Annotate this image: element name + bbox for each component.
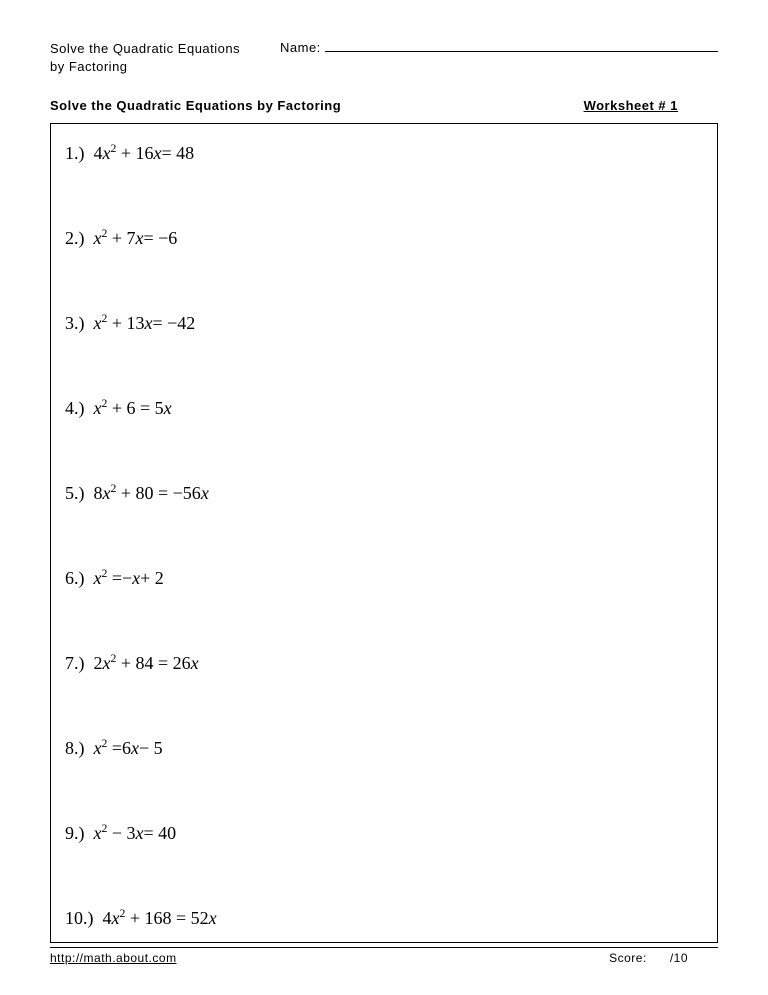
- problem-equation: 8x2 + 80 = −56x: [94, 483, 209, 503]
- header-row: Solve the Quadratic Equations by Factori…: [50, 40, 718, 76]
- name-line: [325, 40, 718, 52]
- title-line1: Solve the Quadratic Equations: [50, 41, 240, 56]
- problem-number: 7.): [65, 653, 85, 673]
- problem-equation: x2 + 7x= −6: [94, 228, 178, 248]
- problem-5: 5.) 8x2 + 80 = −56x: [65, 482, 703, 504]
- problem-8: 8.) x2 =6x− 5: [65, 737, 703, 759]
- footer-row: http://math.about.com Score: /10: [50, 947, 718, 965]
- subheader-row: Solve the Quadratic Equations by Factori…: [50, 98, 718, 113]
- problem-number: 9.): [65, 823, 85, 843]
- problem-number: 3.): [65, 313, 85, 333]
- problem-equation: x2 + 13x= −42: [94, 313, 196, 333]
- worksheet-page: Solve the Quadratic Equations by Factori…: [0, 0, 768, 995]
- problem-7: 7.) 2x2 + 84 = 26x: [65, 652, 703, 674]
- subheader-left: Solve the Quadratic Equations by Factori…: [50, 98, 341, 113]
- problem-10: 10.) 4x2 + 168 = 52x: [65, 907, 703, 929]
- problem-equation: x2 − 3x= 40: [94, 823, 177, 843]
- footer-score: Score: /10: [609, 951, 718, 965]
- problem-number: 8.): [65, 738, 85, 758]
- name-block: Name:: [280, 40, 718, 55]
- title-line2: by Factoring: [50, 59, 128, 74]
- problem-number: 5.): [65, 483, 85, 503]
- problem-equation: 4x2 + 16x= 48: [94, 143, 195, 163]
- problem-3: 3.) x2 + 13x= −42: [65, 312, 703, 334]
- problem-6: 6.) x2 =−x+ 2: [65, 567, 703, 589]
- problem-4: 4.) x2 + 6 = 5x: [65, 397, 703, 419]
- problem-2: 2.) x2 + 7x= −6: [65, 227, 703, 249]
- problem-number: 1.): [65, 143, 85, 163]
- problem-1: 1.) 4x2 + 16x= 48: [65, 142, 703, 164]
- problem-equation: x2 =6x− 5: [94, 738, 163, 758]
- problem-equation: x2 =−x+ 2: [94, 568, 164, 588]
- footer-link[interactable]: http://math.about.com: [50, 951, 177, 965]
- score-label: Score:: [609, 951, 647, 965]
- problems-box: 1.) 4x2 + 16x= 48 2.) x2 + 7x= −6 3.) x2…: [50, 123, 718, 943]
- subheader-right: Worksheet # 1: [584, 98, 718, 113]
- problem-number: 6.): [65, 568, 85, 588]
- problem-number: 10.): [65, 908, 94, 928]
- score-total: /10: [670, 951, 688, 965]
- problem-equation: 2x2 + 84 = 26x: [94, 653, 199, 673]
- header-title: Solve the Quadratic Equations by Factori…: [50, 40, 280, 76]
- problem-number: 2.): [65, 228, 85, 248]
- problem-number: 4.): [65, 398, 85, 418]
- problem-equation: 4x2 + 168 = 52x: [103, 908, 217, 928]
- name-label: Name:: [280, 40, 321, 55]
- problem-9: 9.) x2 − 3x= 40: [65, 822, 703, 844]
- problem-equation: x2 + 6 = 5x: [94, 398, 172, 418]
